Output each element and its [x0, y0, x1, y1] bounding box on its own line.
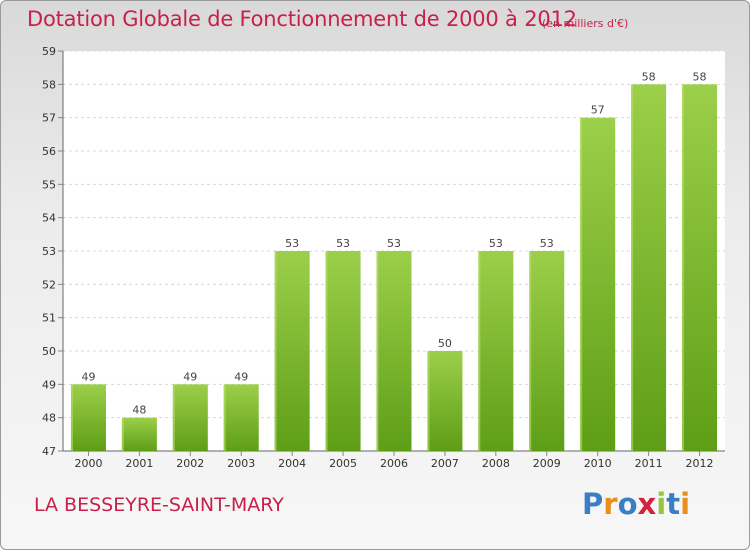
bar-highlight — [529, 251, 532, 451]
data-label: 49 — [234, 370, 248, 383]
logo-letter: i — [656, 487, 667, 521]
bar — [580, 117, 616, 452]
x-tick-label: 2000 — [74, 457, 102, 470]
bar-highlight — [376, 251, 379, 451]
y-tick-label: 53 — [42, 245, 56, 258]
x-tick-label: 2008 — [482, 457, 510, 470]
logo-letter: o — [617, 487, 638, 521]
x-tick-label: 2001 — [125, 457, 153, 470]
data-label: 53 — [387, 237, 401, 250]
bar — [274, 251, 310, 451]
y-tick-label: 59 — [42, 45, 56, 58]
y-tick-label: 48 — [42, 412, 56, 425]
y-tick-label: 50 — [42, 345, 56, 358]
bar — [325, 251, 361, 451]
data-label: 58 — [642, 70, 656, 83]
y-tick-label: 52 — [42, 278, 56, 291]
bar-highlight — [580, 117, 583, 452]
y-tick-label: 51 — [42, 312, 56, 325]
data-label: 53 — [336, 237, 350, 250]
x-tick-label: 2007 — [431, 457, 459, 470]
x-tick-label: 2002 — [176, 457, 204, 470]
y-tick-label: 57 — [42, 112, 56, 125]
y-tick-label: 55 — [42, 178, 56, 191]
y-tick-label: 49 — [42, 378, 56, 391]
x-tick-label: 2009 — [533, 457, 561, 470]
y-tick-label: 56 — [42, 145, 56, 158]
data-label: 49 — [81, 370, 95, 383]
x-tick-label: 2003 — [227, 457, 255, 470]
bar-highlight — [172, 384, 175, 451]
logo-letter: t — [666, 487, 681, 521]
bar — [427, 351, 463, 451]
commune-name: LA BESSEYRE-SAINT-MARY — [34, 494, 284, 516]
logo-letter: x — [637, 487, 657, 521]
bar — [682, 84, 718, 451]
data-label: 50 — [438, 337, 452, 350]
bar-highlight — [478, 251, 481, 451]
bar-highlight — [223, 384, 226, 451]
bar — [478, 251, 514, 451]
bar-highlight — [70, 384, 73, 451]
y-tick-label: 54 — [42, 212, 56, 225]
bar-highlight — [325, 251, 328, 451]
x-tick-label: 2005 — [329, 457, 357, 470]
bar — [529, 251, 565, 451]
data-label: 53 — [489, 237, 503, 250]
x-tick-label: 2011 — [635, 457, 663, 470]
y-tick-label: 58 — [42, 78, 56, 91]
proxiti-logo: Proxiti — [582, 487, 690, 521]
bar — [223, 384, 259, 451]
bar — [376, 251, 412, 451]
bar — [631, 84, 667, 451]
bar-highlight — [427, 351, 430, 451]
bar — [70, 384, 106, 451]
data-label: 58 — [693, 70, 707, 83]
bar-highlight — [274, 251, 277, 451]
chart-unit: (en milliers d'€) — [542, 17, 629, 30]
bar-highlight — [682, 84, 685, 451]
data-label: 48 — [132, 404, 146, 417]
chart-title: Dotation Globale de Fonctionnement de 20… — [27, 7, 577, 31]
bar-highlight — [631, 84, 634, 451]
x-tick-label: 2012 — [686, 457, 714, 470]
bar-highlight — [121, 417, 124, 451]
bar — [121, 417, 157, 451]
data-label: 57 — [591, 104, 605, 117]
logo-letter: P — [582, 487, 604, 521]
data-label: 53 — [540, 237, 554, 250]
data-label: 53 — [285, 237, 299, 250]
x-tick-label: 2004 — [278, 457, 306, 470]
x-tick-label: 2006 — [380, 457, 408, 470]
bar — [172, 384, 208, 451]
data-label: 49 — [183, 370, 197, 383]
x-tick-label: 2010 — [584, 457, 612, 470]
y-tick-label: 47 — [42, 445, 56, 458]
logo-letter: i — [680, 487, 691, 521]
logo-letter: r — [603, 487, 618, 521]
